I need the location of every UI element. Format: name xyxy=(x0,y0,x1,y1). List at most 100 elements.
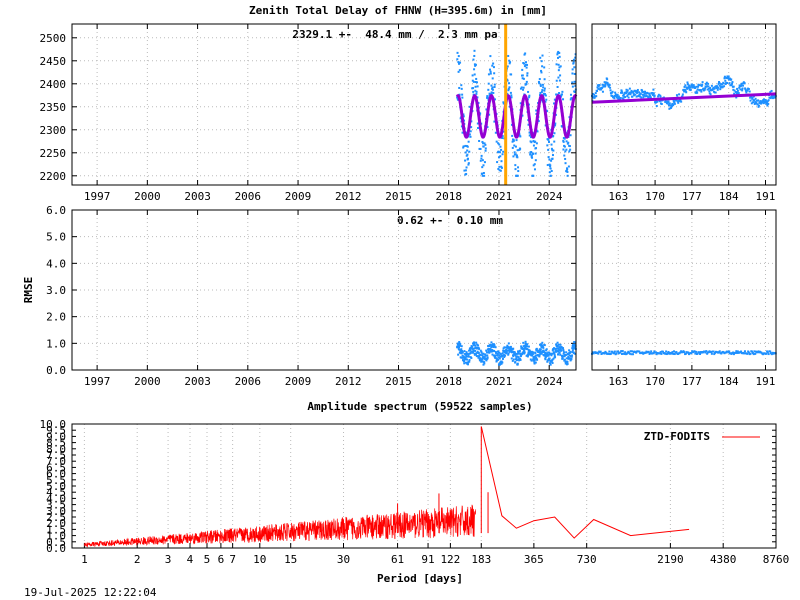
rmse-recent-point xyxy=(734,351,737,354)
spectrum-y-tick-label: 7.0 xyxy=(46,455,66,468)
ztd-observation-point xyxy=(554,124,557,127)
rmse-point xyxy=(474,349,477,352)
rmse-point xyxy=(547,354,550,357)
ztd-recent-point xyxy=(614,91,617,94)
rmse-point xyxy=(499,355,502,358)
rmse-point xyxy=(532,358,535,361)
rmse-point xyxy=(465,358,468,361)
rmse-long-frame xyxy=(71,209,577,371)
ztd-recent-tick-label: 184 xyxy=(719,190,739,203)
ztd-recent-point xyxy=(649,95,652,98)
ztd-observation-point xyxy=(535,147,538,150)
ztd-observation-point xyxy=(511,134,514,137)
spectrum-x-tick-label: 15 xyxy=(284,553,297,566)
ztd-observation-point xyxy=(559,74,562,77)
rmse-point xyxy=(546,352,549,355)
ztd-recent-point xyxy=(743,82,746,85)
rmse-recent-point xyxy=(613,350,616,353)
rmse-point xyxy=(571,351,574,354)
ztd-observation-point xyxy=(516,174,519,177)
ztd-long-tick-label: 2450 xyxy=(40,55,67,68)
ztd-observation-point xyxy=(496,161,499,164)
ztd-recent-point xyxy=(686,87,689,90)
ztd-observation-point xyxy=(482,145,485,148)
rmse-point xyxy=(527,345,530,348)
rmse-point xyxy=(571,349,574,352)
ztd-recent-point xyxy=(641,91,644,94)
rmse-point xyxy=(494,356,497,359)
ztd-recent-point xyxy=(769,91,772,94)
ztd-observation-point xyxy=(566,174,569,177)
ztd-recent-point xyxy=(601,83,604,86)
ztd-observation-point xyxy=(456,96,459,99)
rmse-point xyxy=(492,354,495,357)
ztd-observation-point xyxy=(474,64,477,67)
ztd-recent-point xyxy=(683,90,686,93)
ztd-observation-point xyxy=(543,89,546,92)
rmse-point xyxy=(522,341,525,344)
spectrum-y-tick-label: 8.5 xyxy=(46,437,66,450)
ztd-recent-point xyxy=(622,98,625,101)
ztd-recent-point xyxy=(626,89,629,92)
rmse-point xyxy=(557,353,560,356)
spectrum-y-tick-label: 2.0 xyxy=(46,517,66,530)
spectrum-y-tick-label: 9.5 xyxy=(46,424,66,437)
ztd-recent-point xyxy=(753,102,756,105)
rmse-recent-point xyxy=(649,352,652,355)
rmse-point xyxy=(554,347,557,350)
rmse-point xyxy=(511,359,514,362)
rmse-point xyxy=(490,341,493,344)
rmse-point xyxy=(470,357,473,360)
rmse-point xyxy=(471,350,474,353)
ztd-recent-point xyxy=(696,88,699,91)
ztd-observation-point xyxy=(483,174,486,177)
rmse-point xyxy=(516,355,519,358)
ztd-recent-point xyxy=(756,103,759,106)
ztd-recent-point xyxy=(741,89,744,92)
ztd-recent-point xyxy=(706,88,709,91)
ztd-observation-point xyxy=(525,82,528,85)
ztd-recent-point xyxy=(595,95,598,98)
rmse-recent-point xyxy=(667,350,670,353)
rmse-point xyxy=(570,357,573,360)
ztd-recent-point xyxy=(709,93,712,96)
ztd-recent-point xyxy=(637,94,640,97)
rmse-point xyxy=(557,350,560,353)
rmse-point xyxy=(491,349,494,352)
ztd-recent-point xyxy=(668,107,671,110)
ztd-recent-point xyxy=(596,86,599,89)
spectrum-x-tick-label: 730 xyxy=(577,553,597,566)
ztd-recent-point xyxy=(716,88,719,91)
spectrum-x-tick-label: 61 xyxy=(391,553,404,566)
ztd-recent-tick-label: 191 xyxy=(756,190,776,203)
ztd-recent-point xyxy=(648,92,651,95)
ztd-recent-point xyxy=(598,84,601,87)
ztd-recent-point xyxy=(719,88,722,91)
ztd-recent-point xyxy=(691,86,694,89)
ztd-recent-point xyxy=(750,102,753,105)
ztd-observation-point xyxy=(542,92,545,95)
ztd-observation-point xyxy=(471,79,474,82)
ztd-observation-point xyxy=(460,87,463,90)
ztd-recent-point xyxy=(703,88,706,91)
ztd-observation-point xyxy=(569,134,572,137)
rmse-point xyxy=(553,353,556,356)
rmse-recent-point xyxy=(714,351,717,354)
rmse-point xyxy=(523,350,526,353)
spectrum-y-tick-label: 6.5 xyxy=(46,461,66,474)
ztd-observation-point xyxy=(541,83,544,86)
rmse-point xyxy=(540,352,543,355)
rmse-point xyxy=(557,343,560,346)
rmse-recent-tick-label: 170 xyxy=(645,375,665,388)
rmse-point xyxy=(520,345,523,348)
rmse-point xyxy=(544,353,547,356)
ztd-observation-point xyxy=(545,98,548,101)
ztd-recent-point xyxy=(730,78,733,81)
ztd-observation-point xyxy=(464,159,467,162)
ztd-observation-point xyxy=(571,97,574,100)
ztd-recent-point xyxy=(647,96,650,99)
ztd-observation-point xyxy=(514,168,517,171)
ztd-observation-point xyxy=(473,49,476,52)
ztd-observation-point xyxy=(558,66,561,69)
ztd-observation-point xyxy=(526,72,529,75)
